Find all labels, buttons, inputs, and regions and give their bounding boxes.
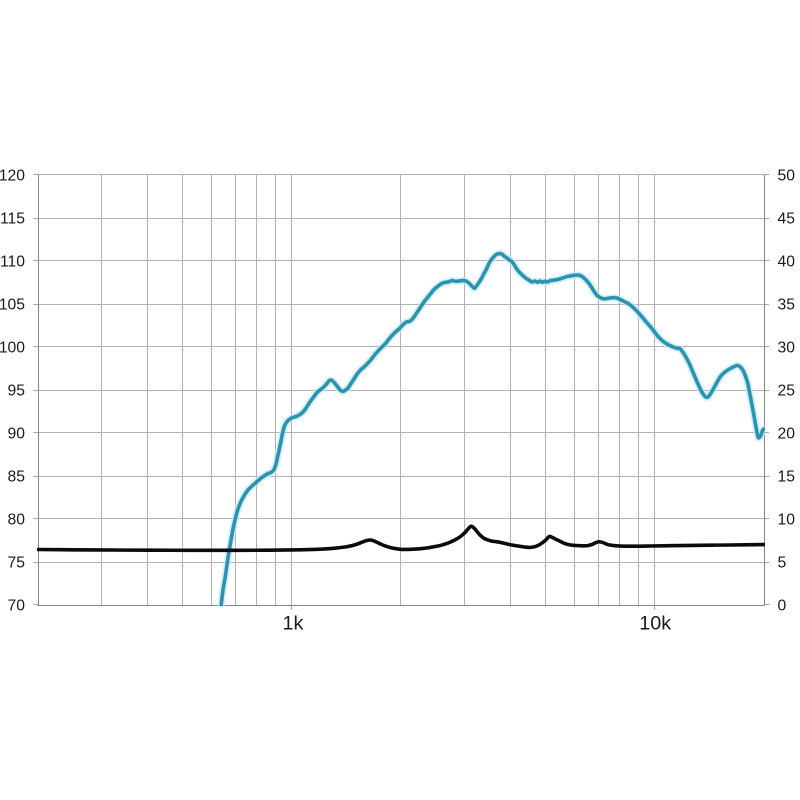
svg-text:10: 10 — [778, 511, 796, 528]
svg-text:90: 90 — [8, 425, 26, 442]
svg-text:95: 95 — [8, 382, 26, 399]
svg-text:30: 30 — [778, 339, 796, 356]
svg-text:120: 120 — [0, 167, 25, 184]
svg-text:110: 110 — [0, 253, 25, 270]
svg-text:85: 85 — [8, 468, 26, 485]
svg-text:35: 35 — [778, 296, 796, 313]
svg-text:10k: 10k — [639, 613, 671, 635]
svg-text:70: 70 — [8, 597, 26, 614]
svg-text:115: 115 — [0, 210, 25, 227]
svg-text:80: 80 — [8, 511, 26, 528]
svg-text:75: 75 — [8, 554, 26, 571]
svg-text:45: 45 — [778, 210, 796, 227]
svg-text:15: 15 — [778, 468, 796, 485]
svg-text:5: 5 — [778, 554, 787, 571]
svg-text:40: 40 — [778, 253, 796, 270]
svg-text:25: 25 — [778, 382, 796, 399]
svg-text:100: 100 — [0, 339, 25, 356]
svg-text:50: 50 — [778, 167, 796, 184]
svg-text:20: 20 — [778, 425, 796, 442]
svg-text:105: 105 — [0, 296, 25, 313]
svg-text:0: 0 — [778, 597, 787, 614]
svg-text:1k: 1k — [283, 613, 304, 635]
